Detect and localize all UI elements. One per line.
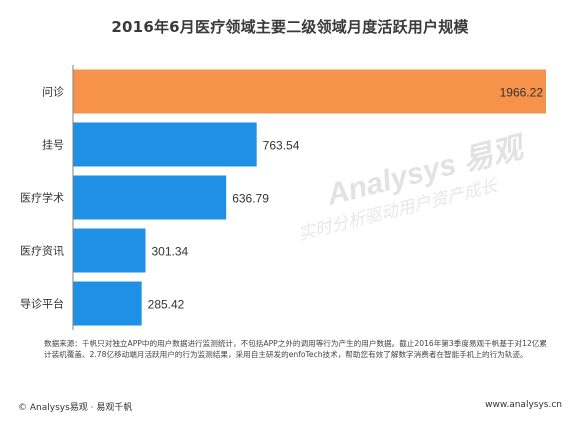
bar-wenzhen bbox=[73, 69, 546, 114]
bar-yiliao-zixun bbox=[73, 228, 146, 273]
bar-chart: Analysys 易观 实时分析驱动用户资产成长 问诊 1966.22 挂号 763.… bbox=[20, 65, 546, 330]
bar-guahao bbox=[73, 122, 257, 167]
watermark: Analysys 易观 实时分析驱动用户资产成长 bbox=[296, 130, 529, 244]
category-label-guahao: 挂号 bbox=[42, 138, 64, 152]
footer-copyright: © Analysys易观 · 易观千帆 bbox=[18, 403, 133, 413]
category-label-yiliao-xueshu: 医疗学术 bbox=[20, 191, 64, 205]
value-label-yiliao-zixun: 301.34 bbox=[151, 245, 188, 259]
footer-website[interactable]: www.analysys.cn bbox=[485, 400, 562, 410]
category-label-daozhen-pingtai: 导诊平台 bbox=[20, 297, 64, 311]
category-label-wenzhen: 问诊 bbox=[42, 85, 64, 99]
value-label-wenzhen: 1966.22 bbox=[500, 86, 544, 100]
value-label-yiliao-xueshu: 636.79 bbox=[232, 192, 269, 206]
data-source-note: 数据来源：千帆只对独立APP中的用户数据进行监测统计，不包括APP之外的调用等行… bbox=[44, 339, 547, 360]
category-label-yiliao-zixun: 医疗资讯 bbox=[20, 244, 64, 258]
bar-yiliao-xueshu bbox=[73, 175, 227, 220]
bar-daozhen-pingtai bbox=[73, 281, 142, 326]
value-label-guahao: 763.54 bbox=[263, 139, 300, 153]
chart-title: 2016年6月医疗领域主要二级领域月度活跃用户规模 bbox=[111, 18, 469, 36]
value-label-daozhen-pingtai: 285.42 bbox=[148, 298, 185, 312]
